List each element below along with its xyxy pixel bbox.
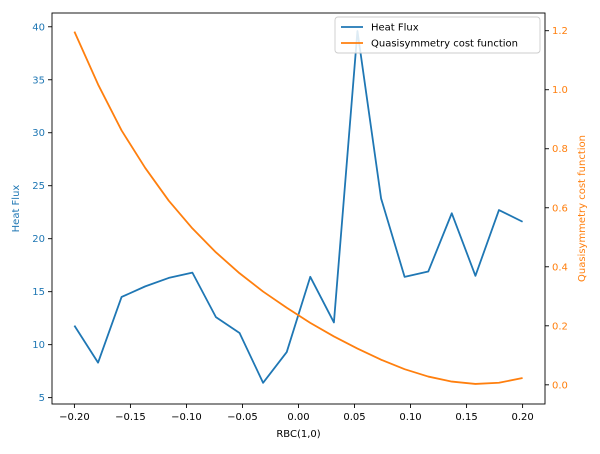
x-tick-label: 0.10 xyxy=(399,412,421,423)
x-tick-label: 0.00 xyxy=(287,412,309,423)
x-tick-label: −0.20 xyxy=(59,412,90,423)
y-right-tick-label: 1.0 xyxy=(552,85,568,96)
y-right-axis-label: Quasisymmetry cost function xyxy=(577,135,588,282)
plot-area xyxy=(73,30,523,385)
y-left-tick-label: 10 xyxy=(32,340,45,351)
legend-box xyxy=(334,16,541,54)
y-right-tick-label: 0.6 xyxy=(552,203,568,214)
x-tick-label: −0.10 xyxy=(171,412,202,423)
y-left-tick-label: 30 xyxy=(32,128,45,139)
x-tick-label: −0.05 xyxy=(227,412,258,423)
y-left-tick-label: 40 xyxy=(32,22,45,33)
y-right-tick-label: 0.2 xyxy=(552,321,568,332)
series-line-quasisymmetry-cost xyxy=(73,31,523,385)
y-right-tick-label: 0.0 xyxy=(552,380,568,391)
y-left-tick-label: 5 xyxy=(39,393,45,404)
y-left-tick-label: 35 xyxy=(32,75,45,86)
y-left-tick-label: 20 xyxy=(32,234,45,245)
x-axis-label: RBC(1,0) xyxy=(276,429,320,440)
x-tick-label: 0.20 xyxy=(511,412,533,423)
x-tick-label: −0.15 xyxy=(115,412,146,423)
x-tick-label: 0.05 xyxy=(343,412,365,423)
axes: −0.20 −0.15 −0.10 −0.05 0.00 0.05 0.10 0.15 0.20… xyxy=(11,12,588,440)
y-left-tick-label: 15 xyxy=(32,287,45,298)
y-left-axis-label: Heat Flux xyxy=(11,185,22,233)
y-right-tick-label: 0.4 xyxy=(552,262,568,273)
y-right-tick-label: 0.8 xyxy=(552,144,568,155)
legend-label: Quasisymmetry cost function xyxy=(371,39,518,50)
legend-label: Heat Flux xyxy=(371,23,419,34)
y-right-tick-label: 1.2 xyxy=(552,26,568,37)
legend: Heat Flux Quasisymmetry cost function xyxy=(334,16,541,54)
x-tick-label: 0.15 xyxy=(455,412,477,423)
y-left-tick-label: 25 xyxy=(32,181,45,192)
